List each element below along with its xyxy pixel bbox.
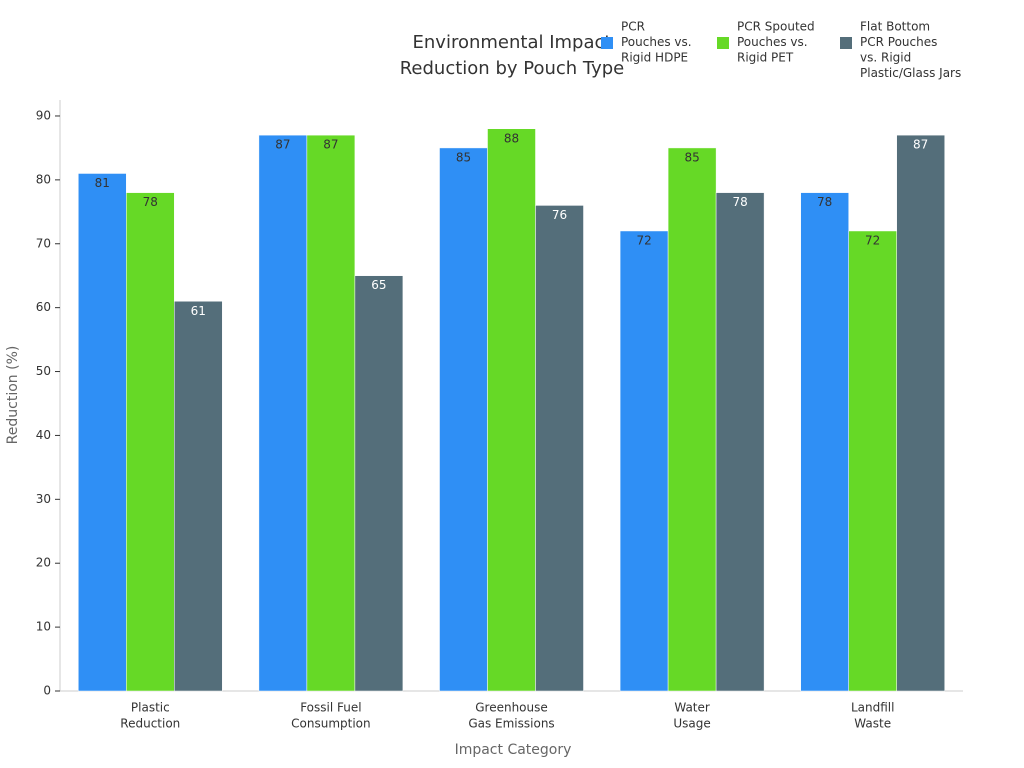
bar xyxy=(126,192,175,692)
legend-label: Plastic/Glass Jars xyxy=(860,66,961,80)
data-label: 78 xyxy=(143,195,158,209)
y-tick-label: 50 xyxy=(36,364,51,378)
x-tick-label: Reduction xyxy=(120,717,180,731)
legend-label: PCR xyxy=(621,20,645,34)
data-label: 88 xyxy=(504,131,519,145)
chart-title: Environmental Impact xyxy=(413,32,612,53)
data-label: 78 xyxy=(817,195,832,209)
y-tick-label: 30 xyxy=(36,492,51,506)
data-label: 85 xyxy=(684,150,699,164)
data-label: 72 xyxy=(636,233,651,247)
data-label: 72 xyxy=(865,233,880,247)
y-tick-label: 40 xyxy=(36,428,51,442)
legend-label: Rigid HDPE xyxy=(621,51,688,65)
legend-marker xyxy=(717,37,729,49)
legend-label: Pouches vs. xyxy=(737,35,808,49)
y-tick-label: 70 xyxy=(36,236,51,250)
bar xyxy=(715,192,765,692)
y-tick-label: 20 xyxy=(36,556,51,570)
x-tick-label: Fossil Fuel xyxy=(300,701,361,715)
bar xyxy=(848,230,897,692)
bar xyxy=(174,301,223,692)
y-tick-label: 90 xyxy=(36,108,51,122)
data-label: 61 xyxy=(191,304,206,318)
data-label: 87 xyxy=(913,138,928,152)
x-tick-label: Plastic xyxy=(131,701,170,715)
y-tick-label: 0 xyxy=(43,684,51,698)
legend-marker xyxy=(601,37,613,49)
bar xyxy=(896,134,945,692)
x-tick-label: Gas Emissions xyxy=(468,717,554,731)
bar xyxy=(667,147,717,692)
legend-marker xyxy=(840,37,852,49)
legend-label: PCR Spouted xyxy=(737,20,815,34)
legend-label: Flat Bottom xyxy=(860,20,930,34)
bar xyxy=(354,275,404,692)
bar xyxy=(619,230,669,692)
legend-label: Pouches vs. xyxy=(621,35,692,49)
x-tick-label: Greenhouse xyxy=(475,701,548,715)
legend-label: Rigid PET xyxy=(737,51,794,65)
data-label: 87 xyxy=(323,138,338,152)
y-tick-label: 60 xyxy=(36,300,51,314)
y-axis-label: Reduction (%) xyxy=(5,346,21,445)
data-label: 81 xyxy=(95,176,110,190)
data-label: 78 xyxy=(732,195,747,209)
bar xyxy=(258,134,308,692)
x-tick-label: Waste xyxy=(854,717,891,731)
x-tick-label: Water xyxy=(674,701,710,715)
bar xyxy=(487,128,536,692)
x-tick-label: Usage xyxy=(673,717,710,731)
bar xyxy=(439,147,488,692)
bar xyxy=(306,134,356,692)
x-tick-label: Consumption xyxy=(291,717,370,731)
x-tick-label: Landfill xyxy=(851,701,895,715)
data-label: 76 xyxy=(552,208,567,222)
x-axis-label: Impact Category xyxy=(455,742,572,758)
bar xyxy=(535,205,584,692)
bar xyxy=(800,192,849,692)
data-label: 65 xyxy=(371,278,386,292)
data-label: 85 xyxy=(456,150,471,164)
y-tick-label: 10 xyxy=(36,620,51,634)
data-label: 87 xyxy=(275,138,290,152)
chart-title: Reduction by Pouch Type xyxy=(400,58,625,79)
legend-label: vs. Rigid xyxy=(860,51,911,65)
y-tick-label: 80 xyxy=(36,172,51,186)
legend-label: PCR Pouches xyxy=(860,35,937,49)
bar xyxy=(78,173,127,692)
